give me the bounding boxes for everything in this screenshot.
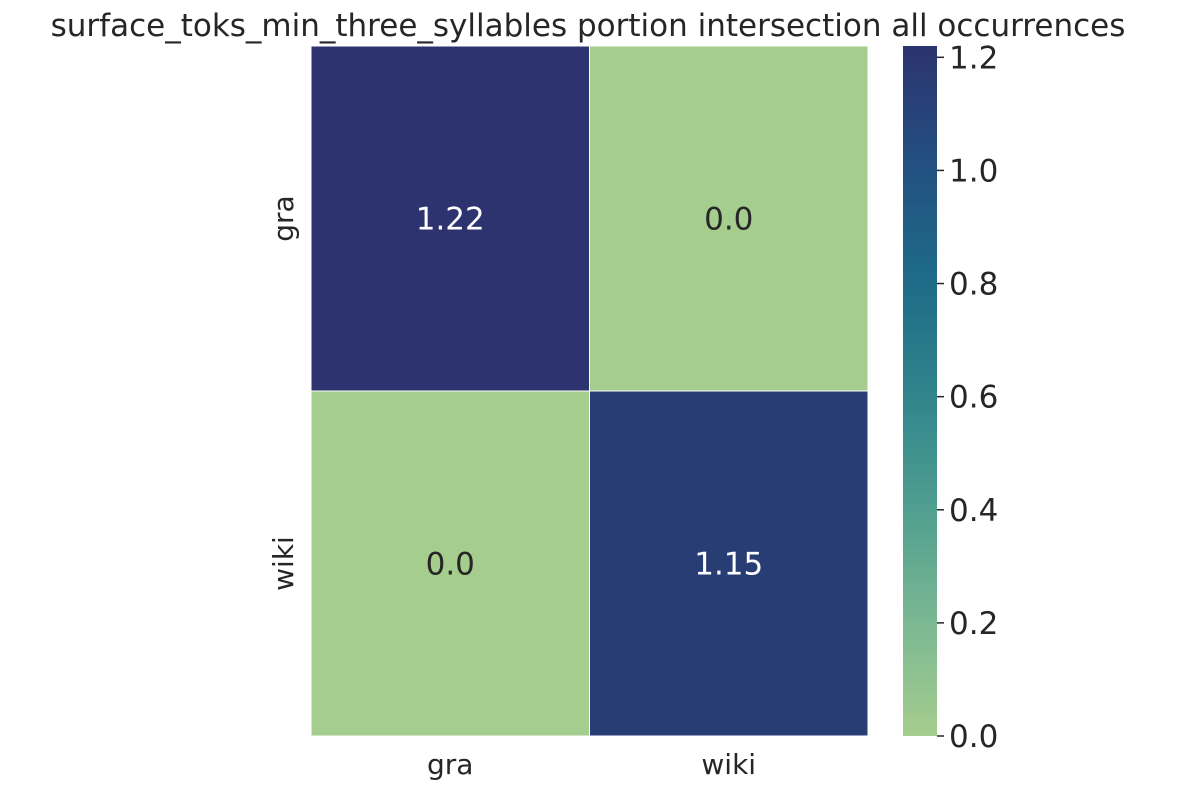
colorbar-ticks: 0.0 0.2 0.4 0.6 0.8 1.0 1.2	[937, 40, 998, 755]
chart-title: surface_toks_min_three_syllables portion…	[51, 8, 1126, 44]
colorbar: 0.0 0.2 0.4 0.6 0.8 1.0 1.2	[903, 40, 998, 755]
x-tick-label-gra: gra	[427, 748, 473, 781]
heatmap-cells	[310, 45, 869, 737]
colorbar-tick-label: 0.8	[949, 267, 998, 303]
y-tick-label-wiki: wiki	[267, 536, 300, 591]
colorbar-tick-label: 0.0	[949, 719, 998, 755]
cell-annotations: 1.22 0.0 0.0 1.15	[416, 202, 764, 583]
heatmap-cell-gra-gra	[310, 45, 590, 392]
colorbar-tick-label: 0.4	[949, 493, 998, 529]
heatmap-cell-wiki-wiki	[589, 390, 869, 737]
y-axis-tick-labels: gra wiki	[267, 195, 300, 591]
cell-annotation-gra-wiki: 0.0	[704, 202, 753, 238]
colorbar-gradient	[903, 46, 937, 736]
colorbar-tick-label: 0.2	[949, 606, 998, 642]
colorbar-tick-label: 1.2	[949, 40, 998, 76]
cell-annotation-wiki-wiki: 1.15	[694, 547, 763, 583]
cell-annotation-gra-gra: 1.22	[416, 202, 485, 238]
cell-annotation-wiki-gra: 0.0	[426, 547, 475, 583]
heatmap-cell-gra-wiki	[589, 45, 869, 392]
y-tick-label-gra: gra	[267, 195, 300, 241]
heatmap-cell-wiki-gra	[310, 390, 590, 737]
x-axis-tick-labels: gra wiki	[427, 748, 756, 781]
x-tick-label-wiki: wiki	[701, 748, 756, 781]
colorbar-tick-label: 0.6	[949, 380, 998, 416]
colorbar-tick-label: 1.0	[949, 153, 998, 189]
